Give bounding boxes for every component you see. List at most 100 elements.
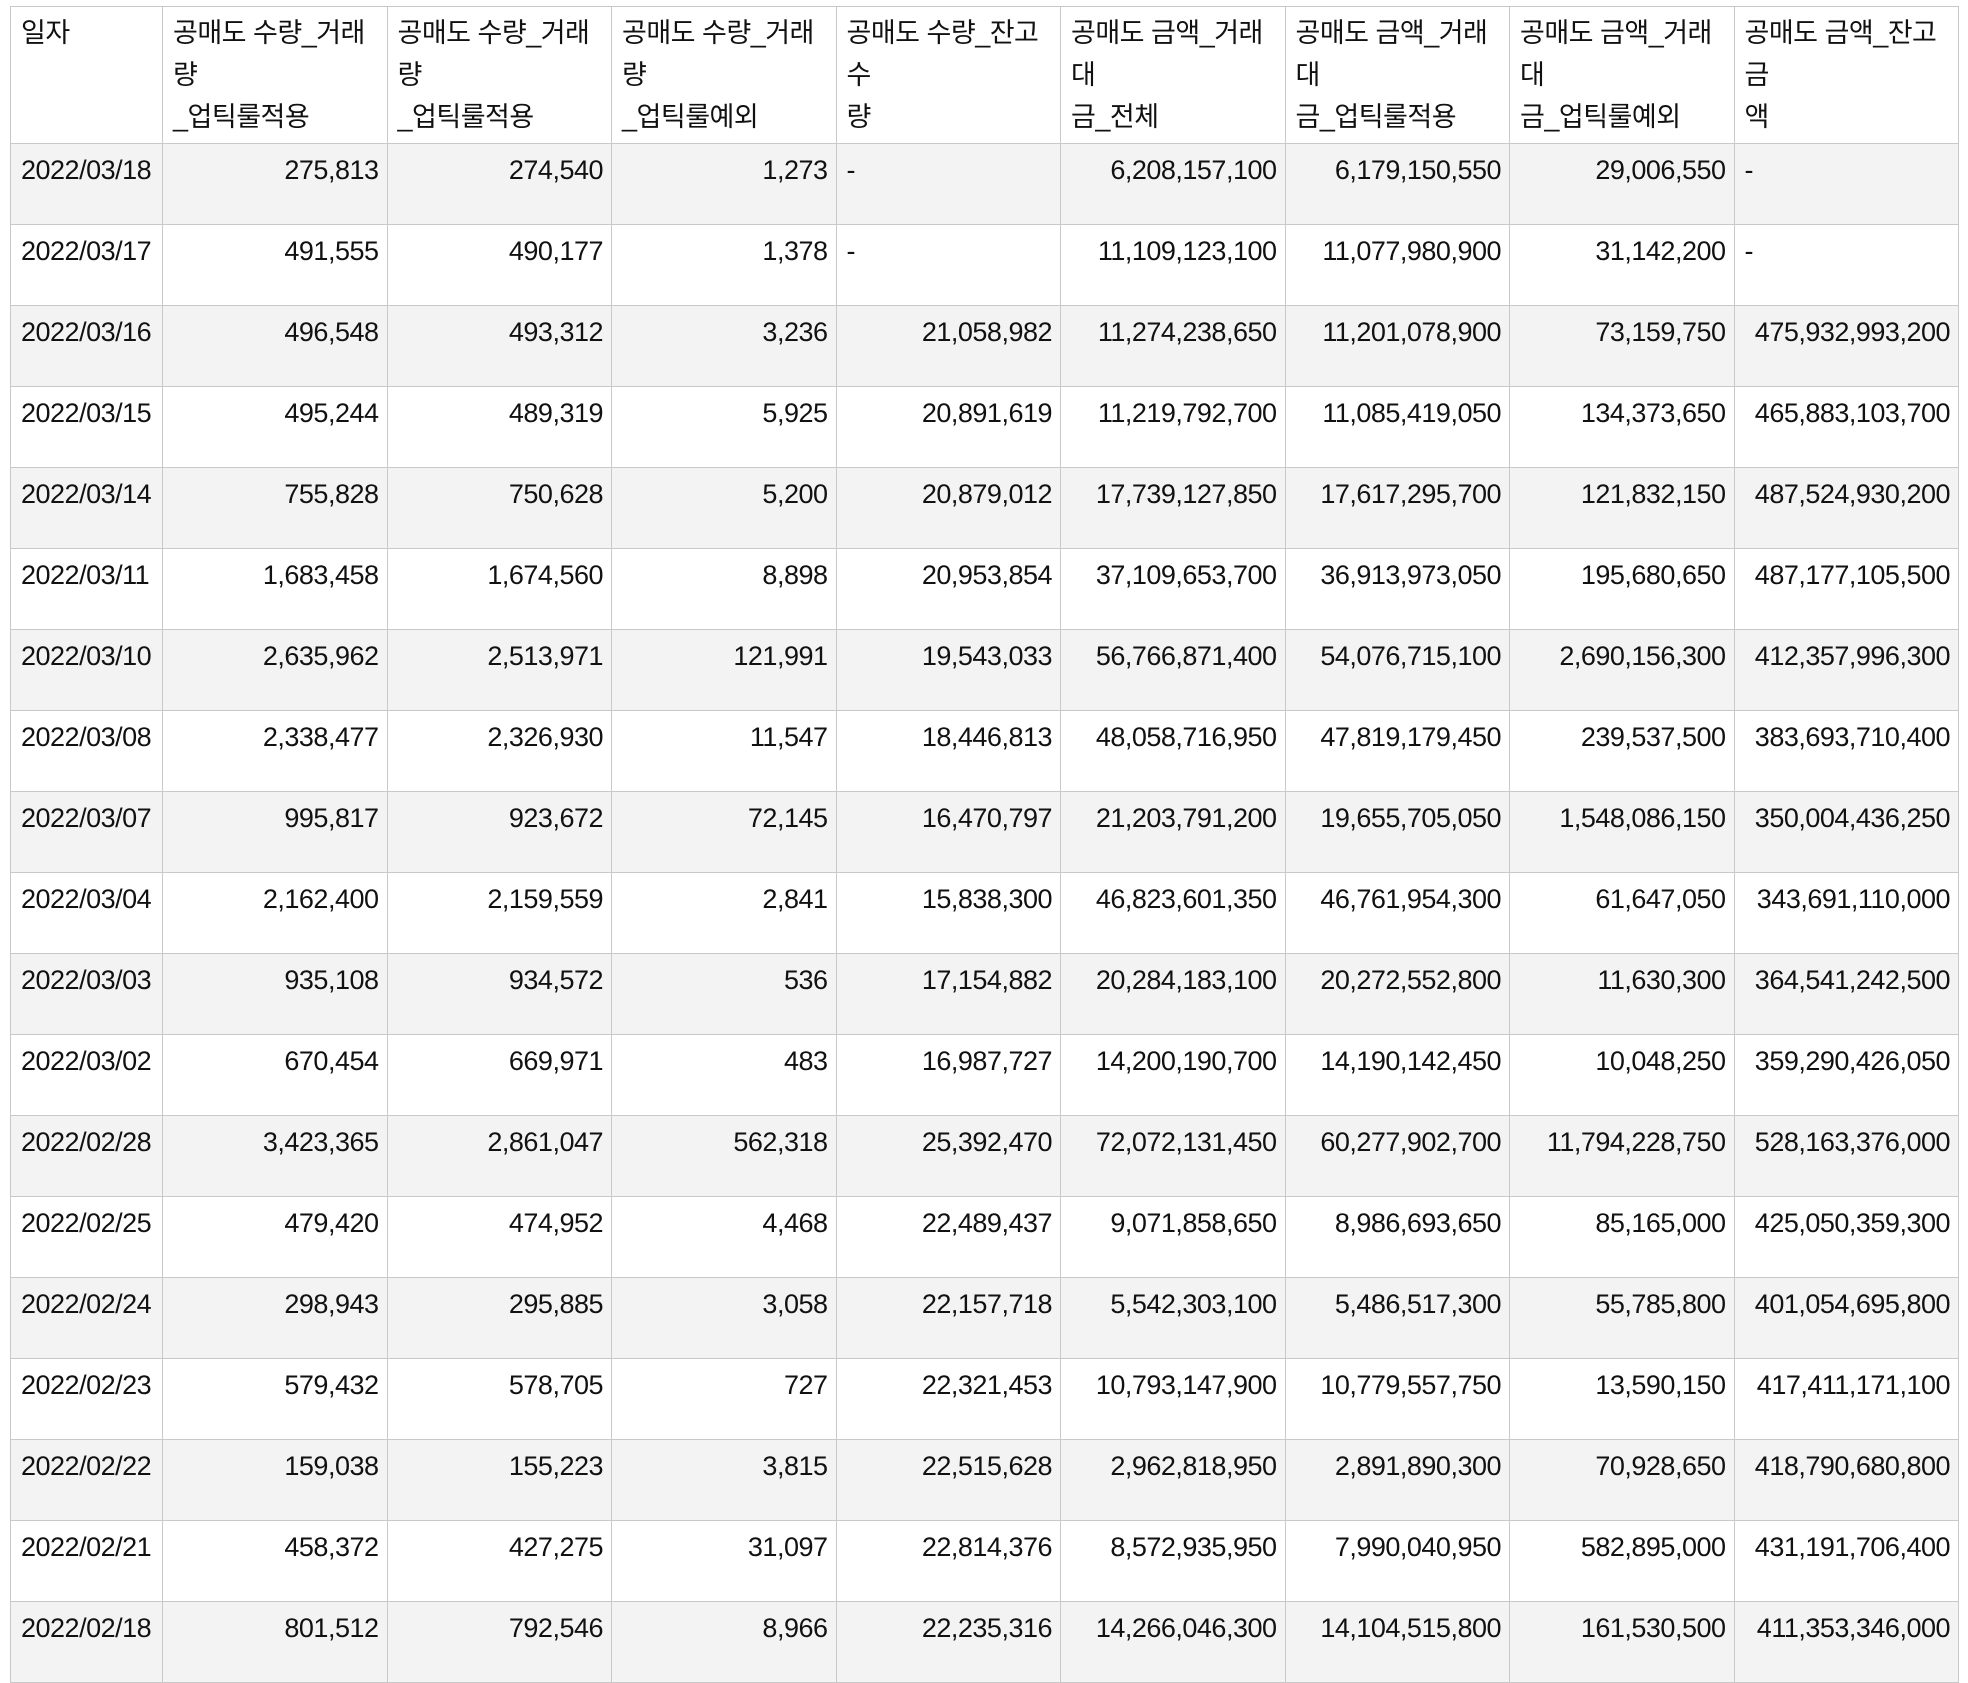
value-cell: 15,838,300: [835, 872, 1061, 954]
date-cell: 2022/03/03: [10, 953, 163, 1035]
table-row: 2022/02/22 159,038 155,223 3,815 22,515,628 2…: [10, 1439, 1959, 1521]
value-cell: 46,761,954,300: [1284, 872, 1510, 954]
column-header-amount-uptick-applied: 공매도 금액_거래대 금_업틱룰적용: [1284, 6, 1510, 144]
value-cell: -: [835, 143, 1061, 225]
value-cell: 2,159,559: [386, 872, 612, 954]
value-cell: 11,274,238,650: [1060, 305, 1286, 387]
date-cell: 2022/03/02: [10, 1034, 163, 1116]
value-cell: 2,861,047: [386, 1115, 612, 1197]
table-row: 2022/02/24 298,943 295,885 3,058 22,157,718 5…: [10, 1277, 1959, 1359]
value-cell: 20,879,012: [835, 467, 1061, 549]
value-cell: 14,266,046,300: [1060, 1601, 1286, 1683]
value-cell: 7,990,040,950: [1284, 1520, 1510, 1602]
table-row: 2022/03/17 491,555 490,177 1,378-11,109,123…: [10, 224, 1959, 306]
value-cell: 1,683,458: [162, 548, 388, 630]
value-cell: 6,179,150,550: [1284, 143, 1510, 225]
table-row: 2022/03/02 670,454 669,971 483 16,987,727 14,…: [10, 1034, 1959, 1116]
value-cell: 9,071,858,650: [1060, 1196, 1286, 1278]
value-cell: 29,006,550: [1509, 143, 1735, 225]
column-header-amount-uptick-exception: 공매도 금액_거래대 금_업틱룰예외: [1509, 6, 1735, 144]
value-cell: 16,987,727: [835, 1034, 1061, 1116]
value-cell: 17,154,882: [835, 953, 1061, 1035]
table-row: 2022/02/23 579,432 578,705 727 22,321,453 10,…: [10, 1358, 1959, 1440]
value-cell: 11,085,419,050: [1284, 386, 1510, 468]
value-cell: 73,159,750: [1509, 305, 1735, 387]
value-cell: 31,142,200: [1509, 224, 1735, 306]
value-cell: 1,674,560: [386, 548, 612, 630]
value-cell: 2,513,971: [386, 629, 612, 711]
column-header-volume-uptick-applied-1: 공매도 수량_거래량 _업틱룰적용: [162, 6, 388, 144]
value-cell: 14,190,142,450: [1284, 1034, 1510, 1116]
value-cell: 20,953,854: [835, 548, 1061, 630]
header-row: 일자 공매도 수량_거래량 _업틱룰적용 공매도 수량_거래량 _업틱룰적용 공…: [10, 6, 1959, 144]
value-cell: 20,272,552,800: [1284, 953, 1510, 1035]
date-cell: 2022/03/17: [10, 224, 163, 306]
value-cell: 25,392,470: [835, 1115, 1061, 1197]
value-cell: 10,048,250: [1509, 1034, 1735, 1116]
value-cell: 562,318: [611, 1115, 837, 1197]
value-cell: 934,572: [386, 953, 612, 1035]
table-row: 2022/03/07 995,817 923,672 72,145 16,470,797…: [10, 791, 1959, 873]
table-row: 2022/03/10 2,635,962 2,513,971 121,991 19,54…: [10, 629, 1959, 711]
value-cell: 14,104,515,800: [1284, 1601, 1510, 1683]
table-row: 2022/03/18 275,813 274,540 1,273-6,208,157,…: [10, 143, 1959, 225]
value-cell: 36,913,973,050: [1284, 548, 1510, 630]
value-cell: 22,489,437: [835, 1196, 1061, 1278]
value-cell: 14,200,190,700: [1060, 1034, 1286, 1116]
value-cell: 8,898: [611, 548, 837, 630]
value-cell: 727: [611, 1358, 837, 1440]
value-cell: 85,165,000: [1509, 1196, 1735, 1278]
column-header-volume-uptick-applied-2: 공매도 수량_거래량 _업틱룰적용: [386, 6, 612, 144]
short-selling-data-table: 일자 공매도 수량_거래량 _업틱룰적용 공매도 수량_거래량 _업틱룰적용 공…: [10, 6, 1959, 1683]
table-row: 2022/02/21 458,372 427,275 31,097 22,814,376…: [10, 1520, 1959, 1602]
value-cell: 11,794,228,750: [1509, 1115, 1735, 1197]
value-cell: 495,244: [162, 386, 388, 468]
value-cell: 923,672: [386, 791, 612, 873]
value-cell: 48,058,716,950: [1060, 710, 1286, 792]
value-cell: 1,378: [611, 224, 837, 306]
value-cell: 16,470,797: [835, 791, 1061, 873]
value-cell: 493,312: [386, 305, 612, 387]
value-cell: 579,432: [162, 1358, 388, 1440]
date-cell: 2022/03/11: [10, 548, 163, 630]
value-cell: 60,277,902,700: [1284, 1115, 1510, 1197]
value-cell: 935,108: [162, 953, 388, 1035]
table-row: 2022/03/08 2,338,477 2,326,930 11,547 18,446…: [10, 710, 1959, 792]
table-row: 2022/02/25 479,420 474,952 4,468 22,489,437 9…: [10, 1196, 1959, 1278]
value-cell: 5,200: [611, 467, 837, 549]
value-cell: 55,785,800: [1509, 1277, 1735, 1359]
value-cell: 22,814,376: [835, 1520, 1061, 1602]
table-row: 2022/03/16 496,548 493,312 3,236 21,058,982 1…: [10, 305, 1959, 387]
value-cell: 536: [611, 953, 837, 1035]
value-cell: 479,420: [162, 1196, 388, 1278]
table-row: 2022/03/15 495,244 489,319 5,925 20,891,619 1…: [10, 386, 1959, 468]
date-cell: 2022/02/24: [10, 1277, 163, 1359]
value-cell: 418,790,680,800: [1733, 1439, 1959, 1521]
value-cell: 8,966: [611, 1601, 837, 1683]
value-cell: 6,208,157,100: [1060, 143, 1286, 225]
value-cell: 412,357,996,300: [1733, 629, 1959, 711]
value-cell: 298,943: [162, 1277, 388, 1359]
value-cell: 2,841: [611, 872, 837, 954]
value-cell: 121,991: [611, 629, 837, 711]
value-cell: 8,986,693,650: [1284, 1196, 1510, 1278]
value-cell: 4,468: [611, 1196, 837, 1278]
date-cell: 2022/02/28: [10, 1115, 163, 1197]
date-cell: 2022/02/22: [10, 1439, 163, 1521]
value-cell: 383,693,710,400: [1733, 710, 1959, 792]
value-cell: 528,163,376,000: [1733, 1115, 1959, 1197]
value-cell: 72,145: [611, 791, 837, 873]
value-cell: 2,690,156,300: [1509, 629, 1735, 711]
value-cell: 425,050,359,300: [1733, 1196, 1959, 1278]
value-cell: 22,321,453: [835, 1358, 1061, 1440]
value-cell: 17,739,127,850: [1060, 467, 1286, 549]
value-cell: 496,548: [162, 305, 388, 387]
value-cell: 56,766,871,400: [1060, 629, 1286, 711]
value-cell: 491,555: [162, 224, 388, 306]
value-cell: 11,547: [611, 710, 837, 792]
table-row: 2022/03/14 755,828 750,628 5,200 20,879,012 1…: [10, 467, 1959, 549]
value-cell: 155,223: [386, 1439, 612, 1521]
value-cell: 1,548,086,150: [1509, 791, 1735, 873]
value-cell: 10,793,147,900: [1060, 1358, 1286, 1440]
date-cell: 2022/02/25: [10, 1196, 163, 1278]
